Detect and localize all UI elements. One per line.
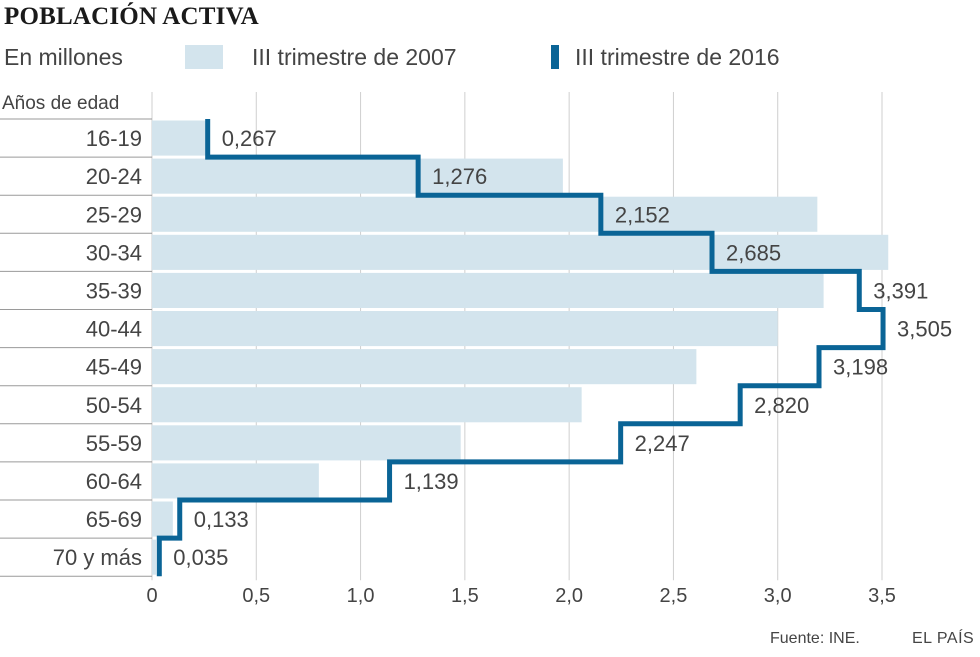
legend-swatch-2007 [185, 45, 223, 69]
value-label-2016-25-29: 2,152 [615, 202, 670, 227]
category-label-60-64: 60-64 [86, 469, 142, 494]
bar-2007-45-49 [152, 349, 697, 385]
x-tick-label-2: 1,0 [347, 585, 375, 607]
category-label-50-54: 50-54 [86, 393, 142, 418]
category-label-25-29: 25-29 [86, 202, 142, 227]
value-label-2016-60-64: 1,139 [404, 469, 459, 494]
value-label-2016-50-54: 2,820 [754, 393, 809, 418]
x-tick-label-4: 2,0 [555, 585, 583, 607]
x-tick-label-5: 2,5 [660, 585, 688, 607]
bar-2007-55-59 [152, 425, 461, 461]
x-tick-label-6: 3,0 [764, 585, 792, 607]
chart-subtitle: En millones [4, 44, 123, 70]
bar-2007-70 y más [152, 539, 157, 575]
category-label-16-19: 16-19 [86, 126, 142, 151]
brand-label: EL PAÍS [912, 630, 975, 647]
value-label-2016-55-59: 2,247 [635, 431, 690, 456]
value-label-2016-20-24: 1,276 [432, 164, 487, 189]
bar-2007-30-34 [152, 234, 889, 270]
category-label-55-59: 55-59 [86, 431, 142, 456]
legend-swatch-2016 [551, 45, 559, 69]
x-tick-label-3: 1,5 [451, 585, 479, 607]
value-label-2016-40-44: 3,505 [897, 317, 952, 342]
chart-title: POBLACIÓN ACTIVA [4, 3, 259, 30]
population-chart: 16-19 20-24 25-29 30-34 35-39 40-44 45-49 50-54… [0, 92, 952, 607]
value-label-2016-16-19: 0,267 [222, 126, 277, 151]
line-2016 [156, 119, 886, 577]
bar-2007-40-44 [152, 311, 778, 347]
value-label-2016-30-34: 2,685 [726, 240, 781, 265]
category-label-70 y más: 70 y más [53, 545, 142, 570]
category-label-30-34: 30-34 [86, 240, 142, 265]
bar-2007-65-69 [152, 501, 173, 537]
category-label-40-44: 40-44 [86, 317, 142, 342]
age-axis-title: Años de edad [2, 93, 120, 114]
legend-label-2007: III trimestre de 2007 [252, 44, 457, 70]
category-label-35-39: 35-39 [86, 278, 142, 303]
bar-2007-25-29 [152, 196, 818, 232]
value-label-2016-45-49: 3,198 [833, 355, 888, 380]
source-note: Fuente: INE. [770, 630, 860, 647]
category-label-20-24: 20-24 [86, 164, 142, 189]
value-label-2016-35-39: 3,391 [873, 278, 928, 303]
bar-2007-35-39 [152, 272, 824, 308]
value-label-2016-70 y más: 0,035 [173, 545, 228, 570]
x-tick-label-1: 0,5 [242, 585, 270, 607]
x-tick-label-0: 0 [146, 585, 157, 607]
category-label-45-49: 45-49 [86, 355, 142, 380]
legend-label-2016: III trimestre de 2016 [575, 44, 780, 70]
bar-2007-50-54 [152, 387, 582, 423]
x-tick-label-7: 3,5 [868, 585, 896, 607]
value-label-2016-65-69: 0,133 [194, 507, 249, 532]
bar-2007-60-64 [152, 463, 319, 499]
category-label-65-69: 65-69 [86, 507, 142, 532]
bar-2007-16-19 [152, 120, 207, 156]
bar-2007-20-24 [152, 158, 563, 194]
